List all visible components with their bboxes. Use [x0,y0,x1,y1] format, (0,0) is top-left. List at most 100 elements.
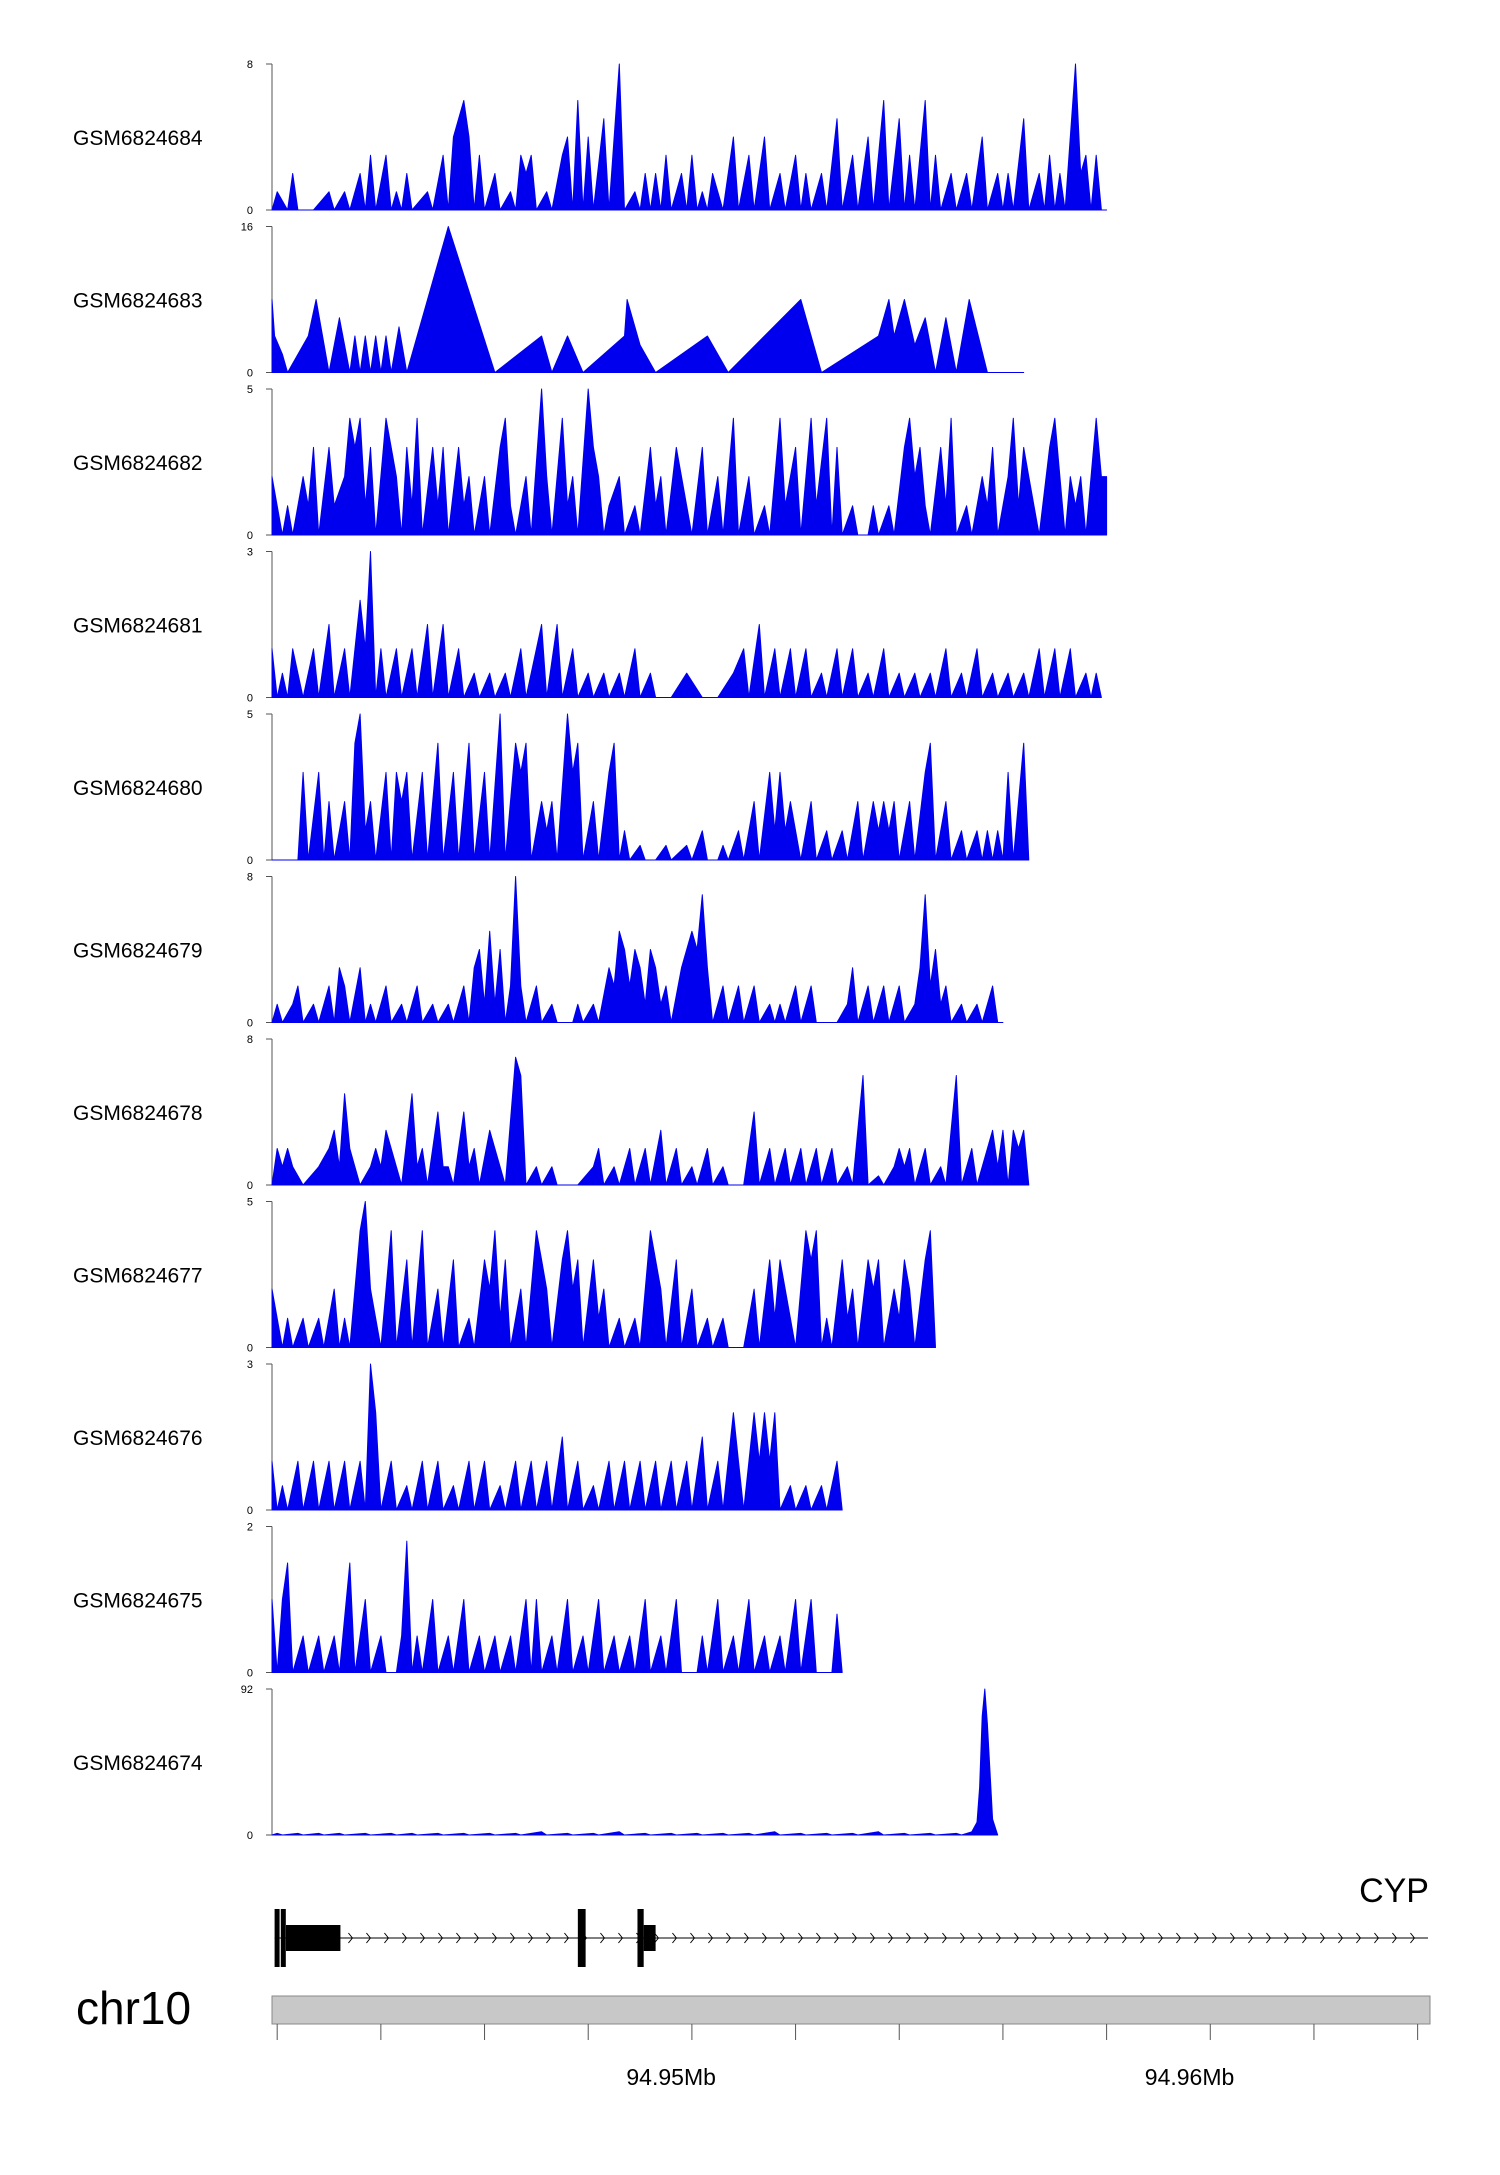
strand-arrow [528,1932,534,1944]
strand-arrow [1392,1932,1398,1944]
strand-arrow [1140,1932,1146,1944]
track-label: GSM6824683 [73,290,203,313]
gene-exon [285,1925,341,1951]
strand-arrow [420,1932,426,1944]
gene-track: CYP [274,1872,1429,1967]
track-GSM6824676: GSM6824676 3 0 [73,1359,843,1517]
strand-arrow [1338,1932,1344,1944]
y-min-label: 0 [247,855,253,867]
strand-arrow [744,1932,750,1944]
strand-arrow [1176,1932,1182,1944]
strand-arrow [564,1932,570,1944]
strand-arrow [852,1932,858,1944]
track-GSM6824678: GSM6824678 8 0 [73,1034,1030,1192]
x-axis: 94.95Mb 94.96Mb [276,2024,1419,2090]
y-min-label: 0 [247,693,253,705]
strand-arrow [1194,1932,1200,1944]
strand-arrow [672,1932,678,1944]
strand-arrow [348,1932,354,1944]
strand-arrow [870,1932,876,1944]
strand-arrow [1032,1932,1038,1944]
tracks-layer: GSM682468480GSM6824683160GSM682468250GSM… [73,59,1108,1842]
track-label: GSM6824674 [73,1752,203,1775]
strand-arrow [906,1932,912,1944]
coverage-area [271,1201,936,1348]
strand-arrow [888,1932,894,1944]
coverage-area [271,1363,843,1511]
track-GSM6824683: GSM6824683 16 0 [73,222,1025,380]
strand-arrow [1284,1932,1290,1944]
track-GSM6824682: GSM6824682 5 0 [73,384,1108,542]
strand-arrow [996,1932,1002,1944]
strand-arrow [384,1932,390,1944]
coverage-area [271,1540,843,1673]
strand-arrow [618,1932,624,1944]
chromosome-ideogram: chr10 [76,1982,1431,2034]
y-min-label: 0 [247,368,253,380]
ideogram-bar [271,1995,1431,2025]
track-GSM6824677: GSM6824677 5 0 [73,1197,936,1355]
track-GSM6824674: GSM6824674 92 0 [73,1684,999,1842]
strand-arrow [654,1932,660,1944]
x-tick-label: 94.96Mb [1145,2064,1235,2090]
gene-label: CYP [1359,1872,1429,1910]
track-GSM6824675: GSM6824675 2 0 [73,1522,843,1680]
y-max-label: 5 [247,709,253,721]
track-GSM6824681: GSM6824681 3 0 [73,547,1102,705]
strand-arrow [1104,1932,1110,1944]
y-max-label: 3 [247,547,253,559]
y-max-label: 3 [247,1359,253,1371]
strand-arrow [1266,1932,1272,1944]
strand-arrow [1374,1932,1380,1944]
strand-arrow [1410,1932,1416,1944]
y-max-label: 16 [241,222,253,234]
track-label: GSM6824682 [73,452,203,475]
coverage-area [271,713,1030,861]
strand-arrow [1230,1932,1236,1944]
strand-arrow [726,1932,732,1944]
gene-exon [643,1925,656,1951]
gene-exon [274,1909,280,1967]
track-label: GSM6824676 [73,1427,203,1450]
track-label: GSM6824675 [73,1590,203,1613]
track-label: GSM6824684 [73,127,203,150]
strand-arrow [816,1932,822,1944]
strand-arrow [978,1932,984,1944]
strand-arrow [690,1932,696,1944]
strand-arrow [510,1932,516,1944]
y-min-label: 0 [247,530,253,542]
strand-arrow [960,1932,966,1944]
strand-arrow [798,1932,804,1944]
track-GSM6824680: GSM6824680 5 0 [73,709,1030,867]
y-min-label: 0 [247,1830,253,1842]
chromosome-label: chr10 [76,1982,191,2034]
strand-arrow [1086,1932,1092,1944]
strand-arrow [456,1932,462,1944]
gene-exon [577,1909,586,1967]
y-max-label: 8 [247,1034,253,1046]
coverage-area [271,388,1108,536]
gene-exon [637,1909,644,1967]
coverage-area [271,63,1108,211]
strand-arrow [924,1932,930,1944]
track-GSM6824679: GSM6824679 8 0 [73,872,1004,1030]
strand-arrow [1302,1932,1308,1944]
strand-arrow [708,1932,714,1944]
strand-arrow [546,1932,552,1944]
y-min-label: 0 [247,205,253,217]
coverage-area [271,876,1004,1023]
y-max-label: 2 [247,1522,253,1534]
y-max-label: 5 [247,1197,253,1209]
strand-arrow [942,1932,948,1944]
y-max-label: 5 [247,384,253,396]
track-label: GSM6824680 [73,777,203,800]
strand-arrow [834,1932,840,1944]
strand-arrow [474,1932,480,1944]
strand-arrow [1050,1932,1056,1944]
y-min-label: 0 [247,1505,253,1517]
y-min-label: 0 [247,1018,253,1030]
gene-exon [280,1909,286,1967]
y-max-label: 8 [247,59,253,71]
